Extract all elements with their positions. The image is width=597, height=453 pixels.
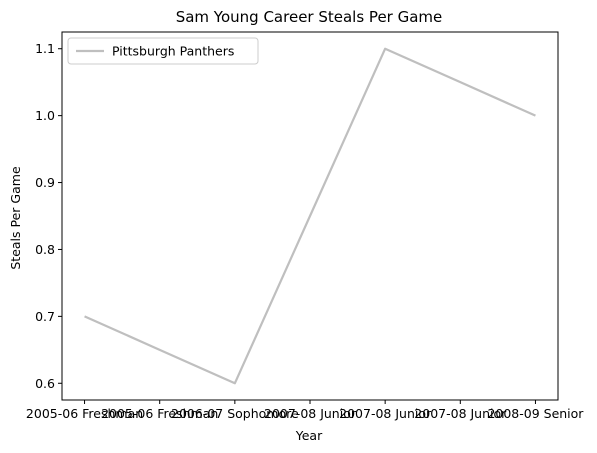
- x-tick-label: 2007-08 Junior: [414, 406, 507, 421]
- x-tick-label: 2007-08 Junior: [264, 406, 357, 421]
- y-tick-label: 0.8: [35, 242, 55, 257]
- legend-box: [67, 37, 259, 65]
- x-tick-label: 2005-06 Freshman: [26, 406, 143, 421]
- y-tick-label: 1.0: [35, 108, 55, 123]
- plot-area: 0.6 0.7 0.8 0.9 1.0 1.1 2005-06 Freshman2005-0…: [26, 31, 584, 421]
- chart-title: Sam Young Career Steals Per Game: [176, 8, 443, 26]
- y-tick-label: 0.6: [35, 376, 55, 391]
- y-axis-label: Steals Per Game: [8, 166, 23, 270]
- x-tick-label: 2008-09 Senior: [487, 406, 584, 421]
- x-axis-label: Year: [295, 428, 323, 443]
- y-tick-label: 0.9: [35, 175, 55, 190]
- x-tick-label: 2005-06 Freshman: [101, 406, 218, 421]
- series-line-0: [84, 47, 536, 385]
- y-tick-label: 1.1: [35, 41, 55, 56]
- x-tick-label: 2007-08 Junior: [339, 406, 432, 421]
- legend-label: Pittsburgh Panthers: [112, 44, 234, 59]
- legend: Pittsburgh Panthers: [67, 37, 259, 65]
- y-tick-label: 0.7: [35, 309, 55, 324]
- x-tick-label: 2006-07 Sophomore: [171, 406, 299, 421]
